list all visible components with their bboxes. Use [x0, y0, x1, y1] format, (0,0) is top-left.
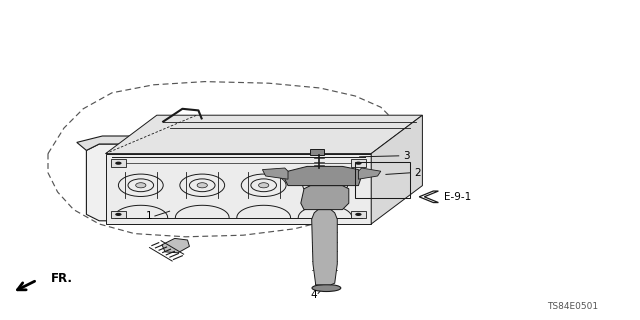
Text: 2: 2	[415, 168, 421, 178]
Polygon shape	[358, 168, 381, 179]
Circle shape	[197, 183, 207, 188]
Polygon shape	[77, 136, 390, 150]
Polygon shape	[301, 186, 349, 210]
Bar	[355, 162, 410, 198]
Polygon shape	[262, 168, 288, 179]
Polygon shape	[162, 238, 189, 253]
Circle shape	[115, 213, 122, 216]
Circle shape	[320, 183, 330, 188]
Bar	[351, 211, 366, 218]
Circle shape	[355, 162, 362, 165]
Text: E-9-1: E-9-1	[444, 192, 471, 202]
Polygon shape	[86, 144, 381, 221]
Text: 3: 3	[403, 151, 410, 161]
Polygon shape	[312, 210, 337, 285]
Polygon shape	[419, 191, 438, 203]
Circle shape	[115, 162, 122, 165]
Bar	[111, 159, 126, 167]
Bar	[351, 159, 366, 167]
Polygon shape	[106, 154, 371, 224]
Circle shape	[355, 213, 362, 216]
Text: FR.: FR.	[51, 272, 73, 285]
Bar	[111, 211, 126, 218]
Text: 4: 4	[310, 290, 317, 300]
Bar	[310, 149, 324, 155]
Polygon shape	[371, 115, 422, 224]
Text: TS84E0501: TS84E0501	[547, 302, 598, 311]
Polygon shape	[285, 166, 362, 186]
Circle shape	[259, 183, 269, 188]
Text: 1: 1	[146, 211, 152, 221]
Ellipse shape	[312, 284, 340, 292]
Polygon shape	[106, 115, 422, 154]
Circle shape	[136, 183, 146, 188]
